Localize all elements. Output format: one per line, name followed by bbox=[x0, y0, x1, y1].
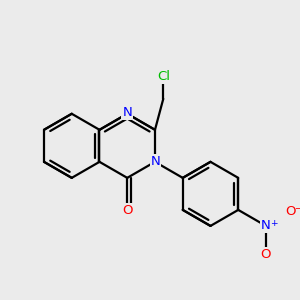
Text: O: O bbox=[261, 248, 271, 261]
Text: N: N bbox=[151, 154, 160, 167]
Text: O: O bbox=[286, 205, 296, 218]
Text: O: O bbox=[122, 204, 133, 217]
Text: +: + bbox=[270, 219, 278, 228]
Text: N: N bbox=[261, 219, 271, 232]
Text: N: N bbox=[122, 106, 132, 119]
Text: Cl: Cl bbox=[157, 70, 170, 83]
Text: −: − bbox=[295, 204, 300, 214]
